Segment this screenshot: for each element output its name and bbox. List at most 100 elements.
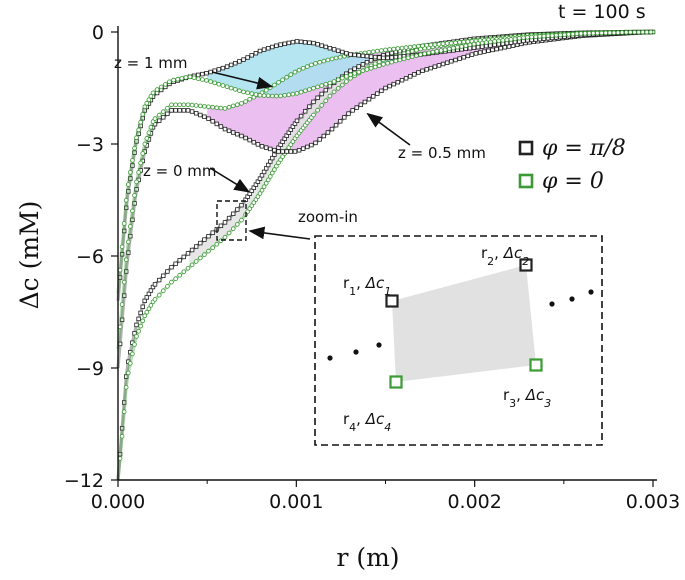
data-point	[173, 108, 178, 113]
data-point	[204, 78, 209, 83]
data-point	[623, 30, 629, 35]
data-point	[249, 91, 255, 96]
data-point	[335, 77, 341, 83]
data-point	[140, 151, 146, 156]
data-point	[119, 252, 125, 257]
data-point	[169, 108, 174, 113]
data-point	[381, 55, 386, 61]
data-point	[239, 217, 244, 223]
data-point	[128, 170, 133, 175]
data-point	[130, 208, 135, 214]
data-point	[290, 39, 296, 45]
data-point	[364, 60, 370, 65]
data-point	[379, 48, 384, 53]
data-point	[148, 124, 154, 130]
data-point	[185, 265, 191, 271]
data-point	[403, 76, 409, 81]
data-point	[198, 255, 203, 261]
data-point	[484, 43, 489, 49]
data-point	[263, 181, 269, 186]
data-point	[335, 48, 341, 53]
y-tick-label: −3	[76, 134, 104, 156]
data-point	[245, 55, 250, 60]
data-point	[457, 39, 462, 45]
data-point	[226, 230, 232, 236]
data-point	[339, 75, 345, 81]
data-point	[121, 221, 127, 226]
data-point	[313, 61, 318, 66]
data-point	[132, 193, 137, 198]
data-point	[473, 51, 479, 56]
data-point	[461, 39, 467, 45]
data-point	[288, 72, 294, 77]
data-point	[619, 30, 625, 35]
data-point	[628, 29, 633, 35]
data-point	[177, 102, 183, 108]
data-point	[265, 162, 271, 168]
data-point	[479, 40, 485, 46]
data-point	[253, 92, 259, 97]
data-point	[165, 284, 170, 289]
data-point	[311, 112, 316, 118]
data-point	[498, 46, 503, 51]
data-point	[154, 87, 160, 92]
data-point	[537, 34, 543, 39]
data-point	[461, 55, 466, 60]
data-point	[385, 55, 390, 61]
data-point	[278, 157, 283, 163]
data-point	[294, 39, 300, 44]
data-point	[401, 56, 407, 62]
data-point	[202, 237, 207, 242]
data-point	[152, 282, 158, 287]
data-point	[122, 228, 127, 234]
data-point	[138, 310, 143, 316]
data-point	[228, 85, 234, 91]
data-point	[455, 44, 460, 50]
data-point	[389, 50, 394, 56]
data-point	[140, 304, 145, 309]
data-point	[389, 55, 394, 60]
data-point	[391, 81, 396, 87]
data-point	[121, 409, 127, 415]
inset-dot	[353, 349, 359, 355]
data-point	[428, 42, 434, 48]
data-point	[529, 34, 534, 40]
data-point	[200, 71, 205, 77]
data-point	[233, 61, 238, 66]
data-point	[335, 86, 341, 91]
data-point	[385, 51, 390, 57]
data-point	[128, 361, 133, 366]
data-point	[469, 52, 475, 57]
data-point	[376, 63, 382, 68]
data-point	[416, 43, 421, 49]
data-point	[428, 65, 433, 71]
data-point	[132, 331, 137, 336]
data-point	[344, 51, 349, 56]
data-point	[387, 83, 392, 89]
data-point	[636, 29, 641, 35]
inset-quad	[392, 265, 536, 382]
data-point	[148, 303, 154, 308]
data-point	[251, 200, 257, 205]
annotation-label: z = 0 mm	[143, 162, 217, 180]
data-point	[249, 53, 254, 58]
data-point	[210, 245, 216, 251]
data-point	[570, 31, 576, 37]
data-point	[541, 33, 547, 39]
data-point	[395, 80, 400, 85]
data-point	[198, 103, 203, 109]
annotation-arrow	[366, 112, 411, 146]
data-point	[393, 54, 398, 60]
inset-dot	[588, 289, 594, 295]
y-tick-label: −9	[76, 358, 104, 380]
data-point	[325, 57, 331, 63]
data-point	[411, 44, 417, 49]
data-point	[189, 102, 195, 108]
x-tick-label: 0.002	[447, 491, 501, 513]
data-point	[272, 82, 277, 88]
data-point	[233, 87, 238, 92]
data-point	[117, 324, 123, 330]
data-point	[261, 47, 267, 52]
data-point	[230, 226, 236, 232]
data-point	[321, 58, 327, 64]
